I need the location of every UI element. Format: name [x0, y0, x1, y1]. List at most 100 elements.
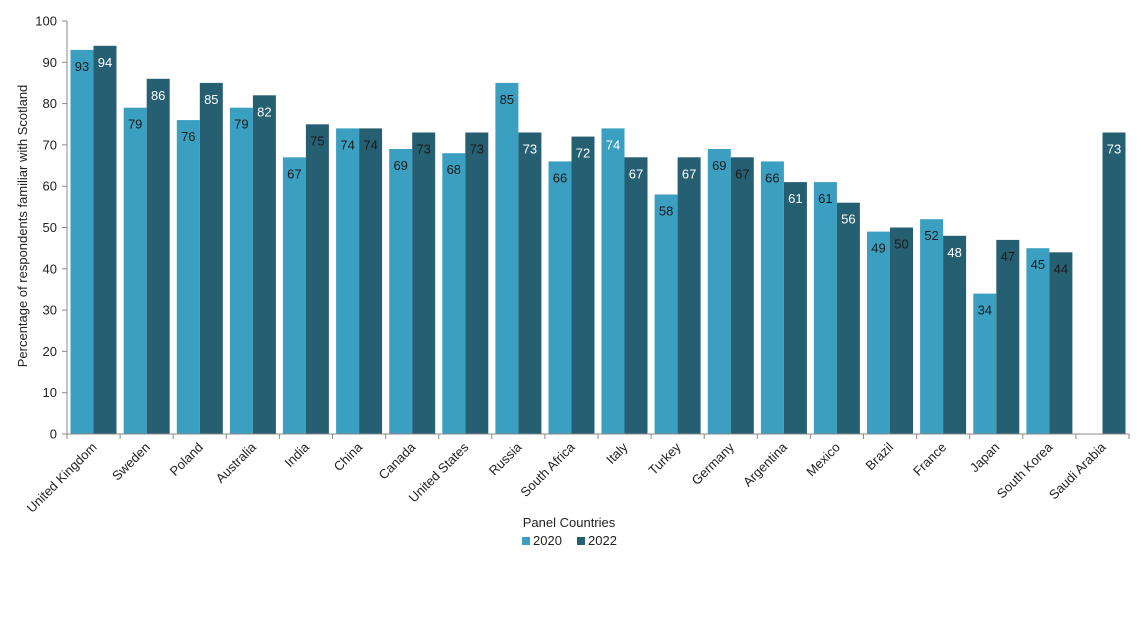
bar-2022-sweden — [146, 78, 170, 435]
bar-2020-mexico — [813, 182, 837, 434]
bar-2022-turkey — [677, 157, 701, 435]
data-label-2020-sweden: 79 — [128, 117, 142, 132]
y-tick-label: 10 — [43, 385, 57, 400]
bar-2022-russia — [518, 132, 542, 434]
data-label-2022-japan: 47 — [1001, 249, 1015, 264]
x-tick-label: Sweden — [109, 440, 153, 484]
y-axis-title: Percentage of respondents familiar with … — [15, 85, 30, 368]
bar-2022-argentina — [783, 182, 807, 434]
y-tick-label: 40 — [43, 261, 57, 276]
data-label-2020-france: 52 — [924, 228, 938, 243]
bar-2022-china — [359, 128, 383, 434]
bar-2020-canada — [389, 149, 413, 434]
bar-2022-india — [305, 124, 329, 435]
data-label-2022-turkey: 67 — [682, 166, 696, 181]
x-tick-label: South Africa — [517, 439, 578, 500]
data-label-2022-argentina: 61 — [788, 191, 802, 206]
bar-2020-germany — [707, 149, 731, 434]
bar-2022-france — [943, 235, 967, 434]
data-label-2022-south-korea: 44 — [1054, 261, 1068, 276]
data-label-2022-mexico: 56 — [841, 212, 855, 227]
data-label-2022-brazil: 50 — [894, 237, 908, 252]
x-tick-label: Poland — [167, 440, 206, 479]
legend-swatch-2022 — [577, 537, 585, 545]
bar-2020-south-africa — [548, 161, 572, 434]
x-tick-label: Japan — [967, 440, 1003, 476]
data-label-2020-germany: 69 — [712, 158, 726, 173]
bar-2022-united-kingdom — [93, 45, 117, 435]
data-label-2022-italy: 67 — [629, 166, 643, 181]
bar-2020-brazil — [867, 231, 890, 434]
x-tick-label: Argentina — [740, 439, 791, 490]
y-tick-label: 100 — [35, 14, 57, 29]
data-label-2022-russia: 73 — [523, 142, 537, 157]
data-label-2022-australia: 82 — [257, 104, 271, 119]
data-label-2020-south-africa: 66 — [553, 170, 567, 185]
legend-label-2020: 2020 — [533, 533, 562, 548]
data-label-2020-india: 67 — [287, 166, 301, 181]
x-axis-title: Panel Countries — [523, 515, 616, 530]
legend-label-2022: 2022 — [588, 533, 617, 548]
bar-2020-united-kingdom — [70, 49, 94, 435]
data-label-2020-united-kingdom: 93 — [75, 59, 89, 74]
data-label-2020-turkey: 58 — [659, 204, 673, 219]
bar-2022-south-korea — [1049, 252, 1073, 434]
x-tick-label: United Kingdom — [24, 440, 100, 516]
y-tick-label: 80 — [43, 96, 57, 111]
data-label-2022-saudi-arabia: 73 — [1107, 142, 1121, 157]
x-tick-label: India — [281, 439, 312, 470]
bar-2022-japan — [996, 239, 1020, 434]
bar-2020-china — [336, 128, 360, 434]
bars-layer — [70, 45, 1126, 435]
data-label-2020-australia: 79 — [234, 117, 248, 132]
bar-2020-france — [920, 219, 944, 434]
data-label-2020-mexico: 61 — [818, 191, 832, 206]
data-label-2022-germany: 67 — [735, 166, 749, 181]
bar-2020-italy — [601, 128, 625, 434]
x-tick-label: Canada — [376, 439, 419, 482]
bar-2020-japan — [973, 293, 997, 434]
y-tick-label: 50 — [43, 220, 57, 235]
y-tick-label: 70 — [43, 137, 57, 152]
bar-2020-india — [282, 157, 306, 435]
bar-2022-south-africa — [571, 136, 595, 434]
legend: 2020 2022 — [522, 533, 617, 548]
bar-2020-turkey — [654, 194, 678, 434]
data-label-2020-italy: 74 — [606, 137, 620, 152]
x-tick-label: Saudi Arabia — [1046, 439, 1109, 502]
data-label-2020-china: 74 — [340, 137, 354, 152]
bar-2022-poland — [199, 82, 223, 435]
data-label-2022-france: 48 — [947, 245, 961, 260]
bar-2020-poland — [176, 120, 200, 434]
x-tick-label: Italy — [603, 439, 631, 467]
data-label-2020-argentina: 66 — [765, 170, 779, 185]
bar-2022-italy — [624, 157, 648, 435]
bar-2022-mexico — [836, 202, 860, 434]
y-tick-label: 30 — [43, 303, 57, 318]
data-label-2020-russia: 85 — [500, 92, 514, 107]
x-tick-label: Germany — [689, 439, 738, 488]
data-label-2022-sweden: 86 — [151, 88, 165, 103]
x-tick-label: China — [331, 439, 366, 474]
data-label-2020-poland: 76 — [181, 129, 195, 144]
data-label-2022-india: 75 — [310, 133, 324, 148]
y-tick-label: 90 — [43, 55, 57, 70]
y-tick-label: 0 — [50, 427, 57, 442]
bar-2022-brazil — [890, 227, 913, 434]
bar-2022-germany — [730, 157, 754, 435]
data-label-2020-japan: 34 — [978, 303, 992, 318]
data-label-2022-china: 74 — [363, 137, 377, 152]
bar-2022-united-states — [465, 132, 489, 434]
x-tick-label: Turkey — [645, 439, 684, 478]
x-tick-label: Russia — [486, 439, 525, 478]
bar-2020-russia — [495, 82, 519, 435]
data-label-2022-south-africa: 72 — [576, 146, 590, 161]
data-label-2022-united-states: 73 — [470, 142, 484, 157]
bar-2020-australia — [229, 107, 253, 434]
data-label-2020-south-korea: 45 — [1031, 257, 1045, 272]
data-label-2022-canada: 73 — [416, 142, 430, 157]
bar-2020-sweden — [123, 107, 147, 434]
legend-swatch-2020 — [522, 537, 530, 545]
data-labels-layer: 93 94 79 86 76 85 79 82 67 75 74 74 69 73 68 73 85 73 66 72… — [75, 55, 1121, 318]
